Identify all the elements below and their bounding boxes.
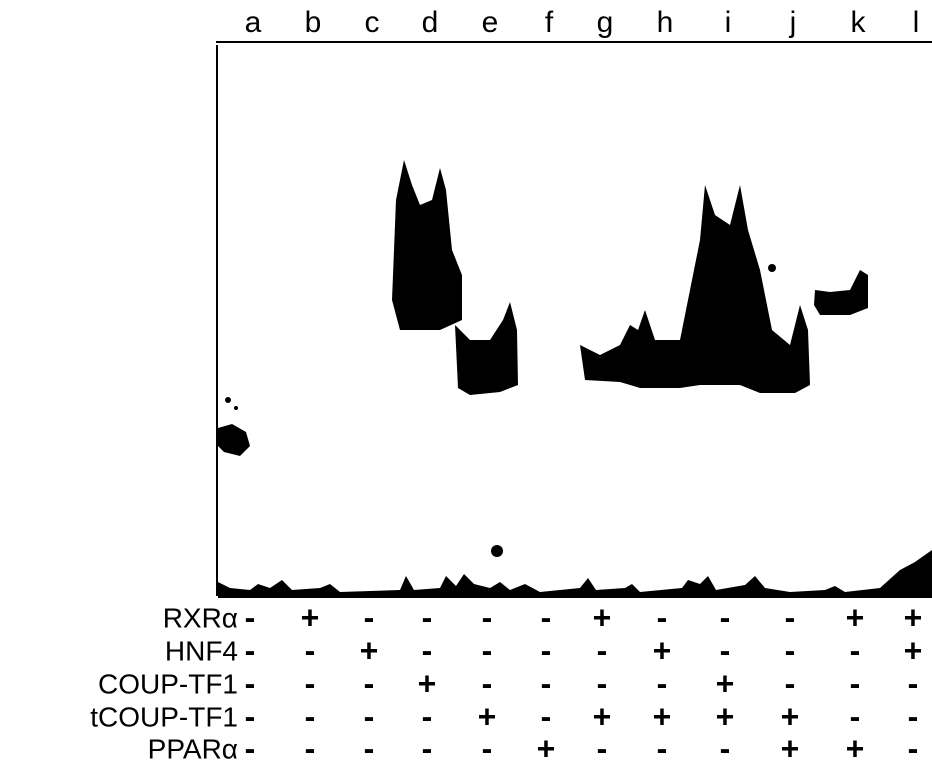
sign: -: [245, 632, 256, 668]
lane-label: a: [245, 6, 262, 39]
sign: -: [785, 599, 796, 635]
sign: -: [908, 665, 919, 701]
sign: -: [908, 698, 919, 734]
sign: -: [541, 698, 552, 734]
sign: +: [781, 730, 800, 766]
row-label: tCOUP-TF1: [90, 701, 238, 732]
band: [814, 270, 868, 315]
sign: -: [305, 698, 316, 734]
row-label: COUP-TF1: [98, 668, 238, 699]
lane-label: d: [422, 6, 439, 39]
lane-label: f: [545, 6, 554, 39]
sign: +: [904, 632, 923, 668]
sign: -: [422, 730, 433, 766]
sign: -: [657, 730, 668, 766]
sign: +: [593, 698, 612, 734]
sign: +: [478, 698, 497, 734]
lane-label: h: [657, 6, 674, 39]
row-label: RXRα: [163, 602, 238, 633]
sign: +: [846, 730, 865, 766]
sign: +: [846, 599, 865, 635]
sign: -: [422, 698, 433, 734]
sign: -: [422, 599, 433, 635]
sign: -: [908, 730, 919, 766]
sign: -: [850, 698, 861, 734]
lane-label: k: [851, 6, 867, 39]
lane-label: e: [482, 6, 499, 39]
sign: -: [850, 632, 861, 668]
sign: -: [422, 632, 433, 668]
sign: -: [364, 730, 375, 766]
sign: -: [785, 632, 796, 668]
sign: -: [305, 730, 316, 766]
sign: -: [850, 665, 861, 701]
sign: -: [597, 632, 608, 668]
sign: -: [541, 632, 552, 668]
sign: +: [653, 698, 672, 734]
sign: +: [716, 665, 735, 701]
sign: -: [245, 730, 256, 766]
sign: -: [305, 632, 316, 668]
band: [392, 160, 462, 330]
sign: -: [597, 665, 608, 701]
sign: -: [482, 599, 493, 635]
sign: +: [593, 599, 612, 635]
band: [580, 185, 810, 393]
sign: -: [657, 599, 668, 635]
sign: +: [301, 599, 320, 635]
sign: +: [537, 730, 556, 766]
lane-label: l: [913, 6, 920, 39]
speck: [768, 264, 776, 272]
speck: [225, 397, 231, 403]
sign: -: [245, 698, 256, 734]
row-label: PPARα: [148, 733, 238, 764]
sign: -: [720, 599, 731, 635]
sign: -: [482, 665, 493, 701]
sign: -: [541, 599, 552, 635]
lane-label: c: [365, 6, 380, 39]
sign: -: [720, 730, 731, 766]
sign: +: [904, 599, 923, 635]
sign: -: [245, 665, 256, 701]
speck: [491, 545, 503, 557]
wells: [218, 550, 932, 598]
sign: -: [364, 599, 375, 635]
row-label: HNF4: [165, 635, 238, 666]
sign: -: [364, 665, 375, 701]
sign: +: [716, 698, 735, 734]
lane-label: b: [305, 6, 322, 39]
lane-label: i: [725, 6, 732, 39]
band: [455, 302, 518, 395]
smear: [218, 424, 250, 456]
sign: -: [785, 665, 796, 701]
sign: -: [597, 730, 608, 766]
sign: -: [482, 730, 493, 766]
sign: +: [418, 665, 437, 701]
sign: +: [653, 632, 672, 668]
lane-label: j: [789, 6, 797, 39]
sign: -: [305, 665, 316, 701]
sign: +: [781, 698, 800, 734]
sign: +: [360, 632, 379, 668]
sign: -: [541, 665, 552, 701]
speck: [234, 406, 238, 410]
sign: -: [245, 599, 256, 635]
lane-label: g: [597, 6, 614, 39]
sign: -: [657, 665, 668, 701]
sign: -: [720, 632, 731, 668]
sign: -: [482, 632, 493, 668]
gel: [216, 41, 932, 598]
sign: -: [364, 698, 375, 734]
